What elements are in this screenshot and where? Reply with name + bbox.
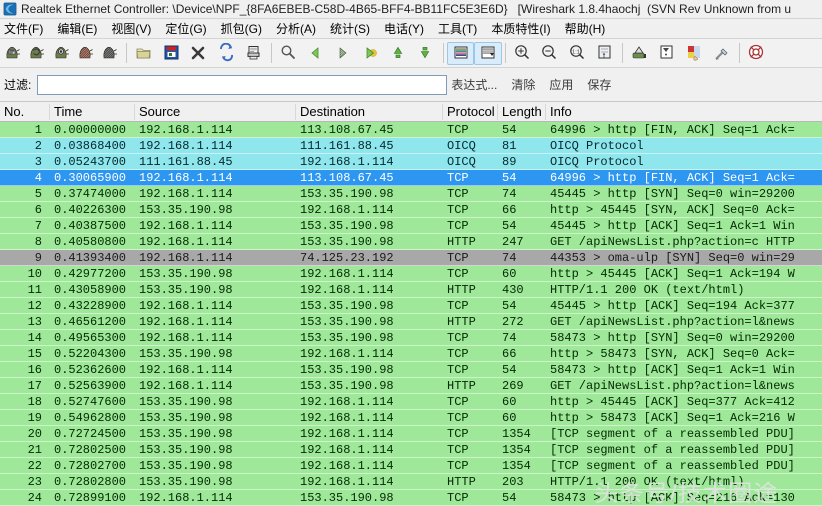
svg-text:1:1: 1:1 xyxy=(572,50,580,56)
